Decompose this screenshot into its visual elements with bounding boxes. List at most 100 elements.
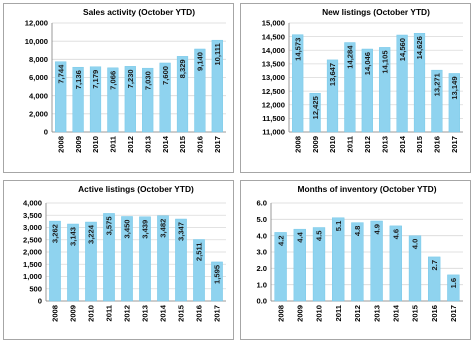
x-tick-label: 2010: [91, 136, 100, 153]
data-label: 4.0: [411, 239, 420, 250]
bar: [351, 222, 364, 302]
x-tick-label: 2016: [195, 305, 204, 322]
x-tick-label: 2014: [392, 304, 401, 322]
x-tick-label: 2015: [415, 135, 424, 153]
y-tick-label: 8,000: [29, 55, 48, 64]
x-tick-label: 2014: [161, 135, 170, 153]
x-tick-label: 2012: [123, 305, 132, 322]
y-tick-label: 13,500: [262, 60, 285, 69]
y-tick-label: 5.0: [256, 215, 267, 224]
bar: [431, 69, 443, 133]
data-label: 4.4: [296, 231, 305, 242]
x-tick-label: 2014: [159, 304, 168, 322]
bar: [193, 239, 205, 302]
y-tick-label: 1,000: [23, 272, 42, 281]
y-tick-label: 1,500: [23, 260, 42, 269]
x-tick-label: 2009: [69, 305, 78, 322]
data-label: 13,271: [433, 72, 442, 96]
data-label: 5.1: [334, 220, 343, 231]
x-tick-label: 2017: [213, 136, 222, 153]
x-tick-label: 2011: [346, 135, 355, 152]
data-label: 8,329: [178, 59, 187, 78]
x-tick-label: 2015: [178, 135, 187, 153]
x-tick-label: 2013: [143, 136, 152, 153]
y-tick-label: 2,000: [29, 110, 48, 119]
bar: [389, 225, 402, 302]
data-label: 14,284: [346, 45, 355, 69]
x-tick-label: 2013: [372, 305, 381, 322]
data-label: 7,744: [56, 64, 65, 84]
x-tick-label: 2009: [311, 136, 320, 153]
y-tick-label: 0: [38, 297, 42, 306]
x-tick-label: 2010: [328, 136, 337, 153]
y-tick-label: 2,000: [23, 248, 42, 257]
bar: [361, 48, 373, 133]
data-label: 1.6: [449, 278, 458, 289]
chart-svg-4: Months of inventory (October YTD) 0.0 1.0 2…: [256, 184, 463, 322]
data-label: 3,347: [177, 222, 186, 241]
chart-title: Sales activity (October YTD): [83, 7, 195, 17]
bar: [67, 223, 79, 302]
y-tick-label: 1.0: [256, 280, 267, 289]
bar: [292, 34, 304, 133]
data-label: 9,140: [196, 52, 205, 71]
data-label: 2,511: [195, 242, 204, 261]
bar: [121, 216, 133, 302]
x-tick-label: 2012: [126, 136, 135, 153]
bar: [159, 62, 171, 133]
x-tick-label: 2008: [276, 305, 285, 322]
x-tick-label: 2013: [141, 305, 150, 322]
x-tick-label: 2009: [74, 136, 83, 153]
bar: [312, 227, 326, 302]
y-tick-label: 6,000: [29, 73, 48, 82]
x-tick-label: 2010: [315, 305, 324, 322]
y-tick-label: 12,000: [25, 19, 48, 28]
x-tick-label: 2008: [293, 136, 302, 153]
y-tick-label: 13,000: [262, 73, 285, 82]
data-label: 14,105: [380, 50, 389, 74]
data-label: 13,149: [450, 76, 459, 99]
data-label: 10,111: [213, 42, 222, 65]
data-label: 3,439: [141, 220, 150, 239]
y-tick-label: 10,000: [25, 37, 48, 46]
data-label: 14,560: [398, 38, 407, 61]
bar: [89, 66, 102, 133]
bar: [448, 73, 460, 133]
bar: [85, 221, 97, 302]
x-tick-label: 2015: [411, 304, 420, 322]
bar: [326, 59, 339, 133]
bar: [157, 215, 169, 302]
x-tick-label: 2011: [105, 304, 114, 321]
x-tick-label: 2010: [87, 305, 96, 322]
data-label: 3,262: [51, 224, 60, 243]
bar: [370, 220, 383, 302]
data-label: 7,136: [74, 70, 83, 89]
chart-svg-1: Sales activity (October YTD) 0 2,000 4,000 6…: [25, 7, 226, 153]
x-tick-label: 2017: [449, 305, 458, 322]
data-label: 2.7: [430, 260, 439, 271]
y-tick-label: 3,000: [23, 223, 42, 232]
chart-panel-4: Months of inventory (October YTD) 0.0 1.0 2…: [240, 180, 471, 340]
bar: [211, 39, 223, 133]
y-tick-label: 0.0: [256, 297, 267, 306]
chart-svg-3: Active listings (October YTD) 0 500 1,000 1,…: [23, 184, 226, 322]
data-label: 14,573: [293, 38, 302, 61]
x-tick-label: 2016: [196, 136, 205, 153]
bar: [396, 34, 408, 133]
data-label: 4.5: [315, 230, 324, 241]
data-label: 7,030: [143, 71, 152, 90]
bar: [332, 217, 345, 302]
y-tick-label: 11,500: [262, 114, 285, 123]
y-tick-label: 14,000: [262, 46, 285, 55]
y-tick-label: 14,500: [262, 32, 285, 41]
data-label: 4.8: [353, 226, 362, 237]
x-tick-label: 2013: [380, 136, 389, 153]
x-tick-label: 2008: [51, 305, 60, 322]
chart-svg-2: New listings (October YTD) 11,000 11,500 12…: [262, 7, 463, 153]
y-tick-label: 12,500: [262, 87, 285, 96]
bar: [176, 56, 189, 133]
bar: [142, 67, 154, 133]
chart-title: New listings (October YTD): [322, 7, 430, 17]
bar: [344, 42, 356, 133]
y-tick-label: 4.0: [256, 231, 267, 240]
